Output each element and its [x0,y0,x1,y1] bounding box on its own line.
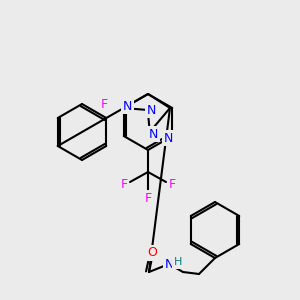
Text: N: N [164,257,174,271]
Text: N: N [149,128,158,140]
Text: N: N [147,103,156,116]
Text: F: F [144,191,152,205]
Text: O: O [147,247,157,260]
Text: F: F [101,98,108,110]
Text: H: H [174,257,182,267]
Text: N: N [164,131,173,145]
Text: N: N [123,100,132,112]
Text: F: F [120,178,128,190]
Text: F: F [168,178,175,190]
